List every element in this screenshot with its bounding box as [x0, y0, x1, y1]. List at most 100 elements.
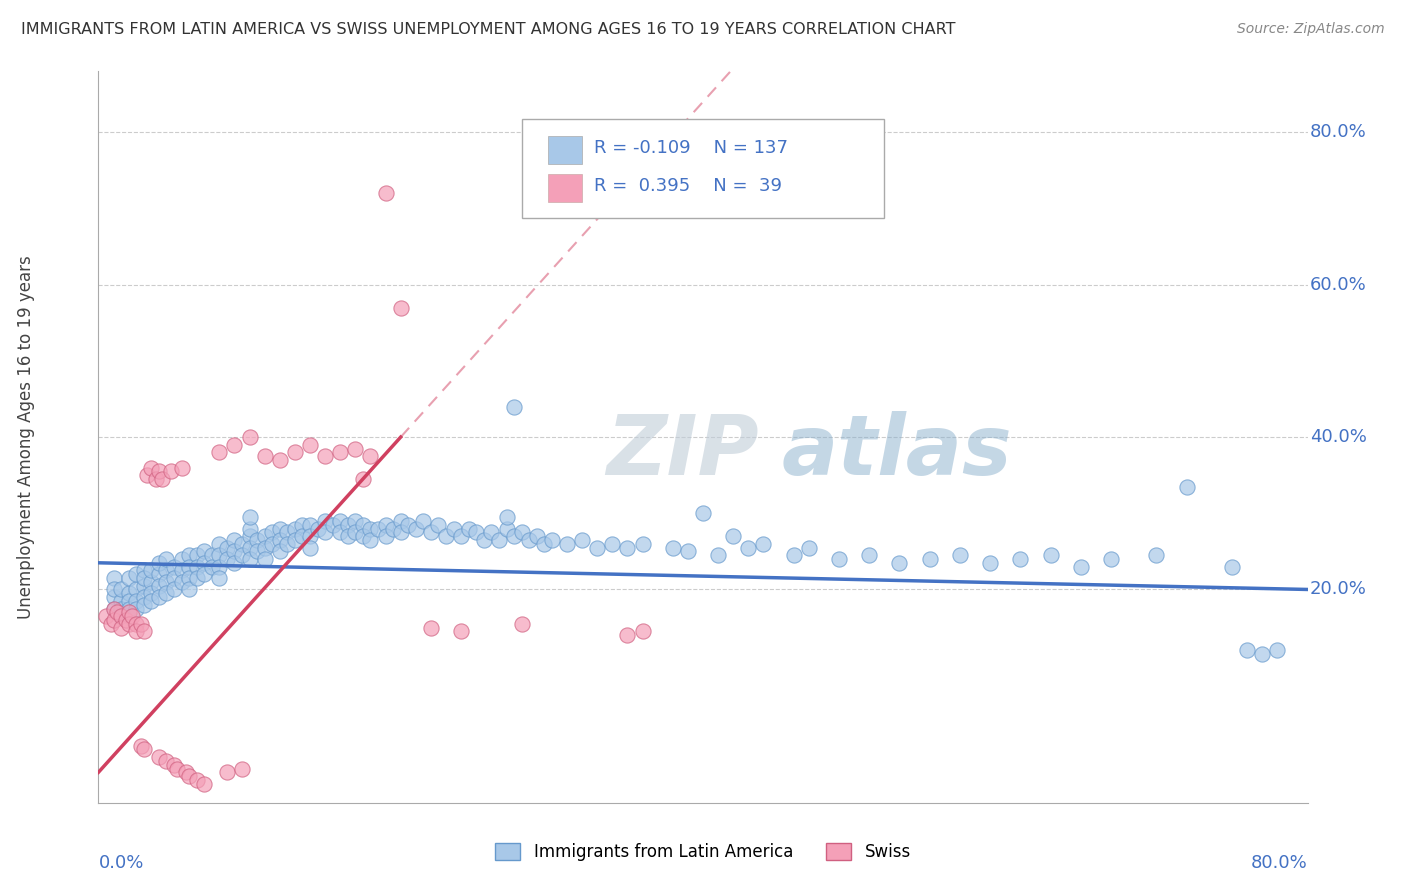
Point	[193, 544, 215, 558]
Point	[179, 559, 201, 574]
Point	[246, 544, 269, 558]
Point	[132, 598, 155, 612]
Point	[276, 537, 298, 551]
Point	[374, 529, 396, 543]
Point	[1267, 643, 1289, 657]
Point	[103, 590, 125, 604]
Point	[208, 548, 231, 562]
Point	[457, 521, 479, 535]
Point	[555, 537, 578, 551]
Point	[495, 510, 517, 524]
Point	[125, 616, 148, 631]
Point	[148, 556, 170, 570]
Point	[110, 594, 132, 608]
Point	[284, 533, 307, 547]
Text: 40.0%: 40.0%	[1310, 428, 1367, 446]
Point	[148, 579, 170, 593]
Point	[103, 613, 125, 627]
Point	[100, 616, 122, 631]
Point	[201, 559, 224, 574]
Point	[186, 772, 208, 787]
Point	[616, 541, 638, 555]
Point	[135, 468, 157, 483]
Point	[186, 548, 208, 562]
Point	[132, 571, 155, 585]
Point	[336, 517, 359, 532]
Point	[253, 449, 276, 463]
Point	[129, 739, 152, 753]
Point	[253, 541, 276, 555]
Point	[163, 757, 186, 772]
Point	[141, 460, 163, 475]
Point	[262, 537, 284, 551]
Point	[314, 514, 336, 528]
Point	[148, 464, 170, 478]
FancyBboxPatch shape	[548, 174, 582, 202]
Point	[118, 586, 141, 600]
Point	[174, 765, 197, 780]
Point	[132, 563, 155, 577]
Point	[103, 601, 125, 615]
Point	[125, 582, 148, 597]
Point	[163, 582, 186, 597]
Point	[336, 529, 359, 543]
Point	[858, 548, 880, 562]
Point	[352, 529, 374, 543]
Point	[118, 594, 141, 608]
Point	[495, 521, 517, 535]
Point	[179, 582, 201, 597]
Point	[374, 517, 396, 532]
Point	[1099, 552, 1122, 566]
Point	[291, 529, 314, 543]
Point	[118, 601, 141, 615]
Point	[707, 548, 730, 562]
Point	[179, 769, 201, 783]
Point	[239, 529, 262, 543]
Point	[344, 514, 367, 528]
Point	[284, 521, 307, 535]
Point	[110, 609, 132, 624]
Point	[105, 605, 128, 619]
Point	[239, 541, 262, 555]
Point	[215, 765, 238, 780]
Point	[114, 613, 136, 627]
Point	[110, 621, 132, 635]
Text: Unemployment Among Ages 16 to 19 years: Unemployment Among Ages 16 to 19 years	[17, 255, 35, 619]
Point	[239, 552, 262, 566]
Point	[344, 442, 367, 456]
Point	[276, 525, 298, 540]
Point	[231, 548, 253, 562]
Point	[1070, 559, 1092, 574]
Point	[215, 552, 238, 566]
Point	[150, 472, 173, 486]
Point	[155, 552, 177, 566]
Point	[163, 571, 186, 585]
Point	[170, 563, 193, 577]
Point	[155, 586, 177, 600]
Point	[110, 609, 132, 624]
FancyBboxPatch shape	[548, 136, 582, 164]
Point	[889, 556, 911, 570]
Point	[481, 525, 503, 540]
Point	[367, 521, 389, 535]
Point	[616, 628, 638, 642]
Point	[239, 521, 262, 535]
Point	[533, 537, 555, 551]
Point	[141, 586, 163, 600]
Point	[239, 430, 262, 444]
Point	[208, 559, 231, 574]
Point	[269, 521, 291, 535]
Point	[118, 605, 141, 619]
Point	[510, 525, 533, 540]
Point	[314, 449, 336, 463]
Point	[179, 571, 201, 585]
Point	[193, 567, 215, 582]
Point	[179, 548, 201, 562]
Point	[405, 521, 427, 535]
Point	[797, 541, 820, 555]
Point	[631, 624, 654, 639]
Point	[752, 537, 775, 551]
Point	[145, 472, 167, 486]
Point	[631, 537, 654, 551]
Point	[586, 541, 609, 555]
